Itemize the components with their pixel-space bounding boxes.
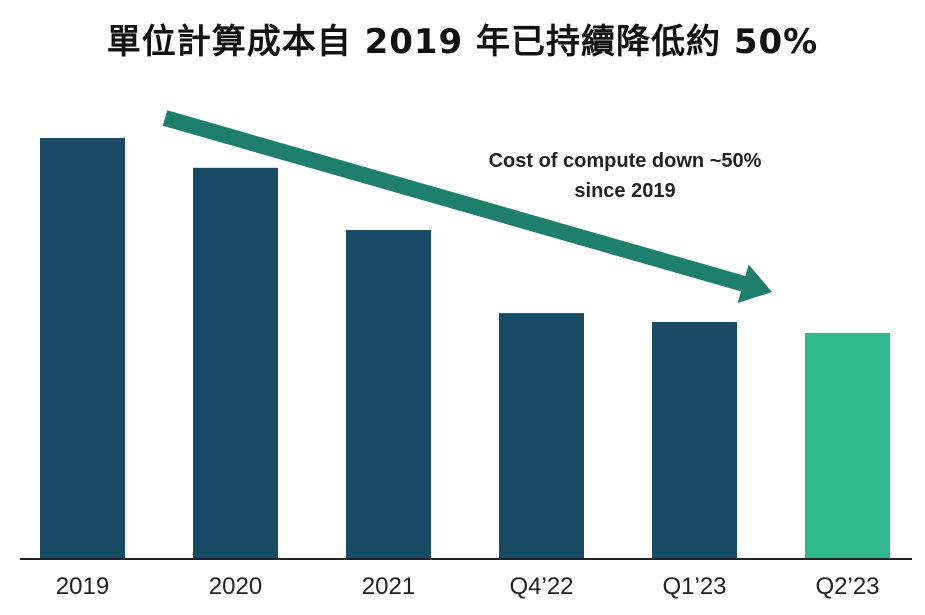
bar-4	[652, 321, 737, 558]
chart-title: 單位計算成本自 2019 年已持續降低約 50%	[106, 22, 819, 62]
trend-arrow	[162, 110, 772, 303]
x-tick-label: 2021	[362, 573, 415, 600]
bar-3	[499, 313, 584, 558]
annotation-line-2: since 2019	[574, 180, 676, 202]
x-tick-label: Q1’23	[662, 573, 726, 600]
bar-5	[805, 332, 890, 558]
bar-1	[193, 167, 278, 558]
x-tick-label: Q4’22	[509, 573, 573, 600]
annotation-line-1: Cost of compute down ~50%	[488, 150, 762, 172]
x-tick-label: 2020	[209, 573, 262, 600]
bar-0	[40, 138, 125, 558]
x-tick-label: Q2’23	[815, 573, 879, 600]
x-tick-label: 2019	[56, 573, 109, 600]
annotation-text: Cost of compute down ~50% since 2019	[440, 146, 810, 206]
bar-2	[346, 229, 431, 559]
